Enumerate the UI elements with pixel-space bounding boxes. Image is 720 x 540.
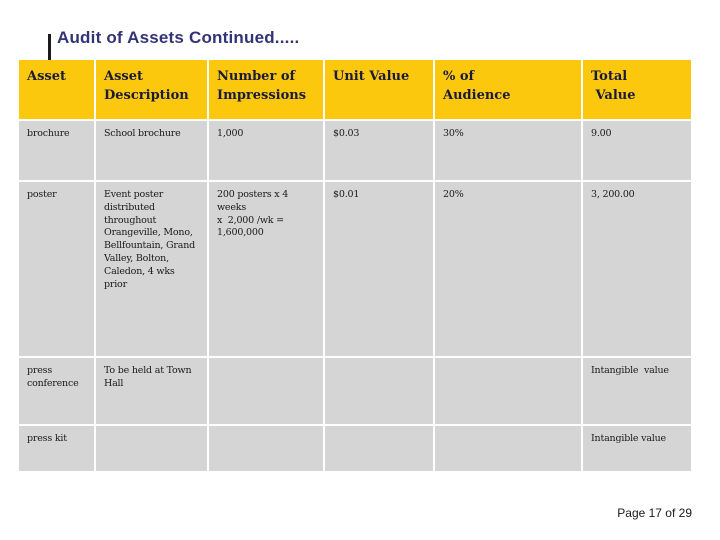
- column-header-unit-value: Unit Value: [325, 60, 433, 119]
- cell-total-value: 9.00: [583, 121, 691, 180]
- cell-unit-value: [325, 426, 433, 471]
- table-row-press-conference: press conference To be held at Town Hall…: [19, 358, 691, 424]
- cell-description: School brochure: [96, 121, 207, 180]
- cell-total-value: Intangible value: [583, 358, 691, 424]
- column-header-total-value: Total Value: [583, 60, 691, 119]
- cell-audience-pct: 30%: [435, 121, 581, 180]
- cell-total-value: Intangible value: [583, 426, 691, 471]
- cell-total-value: 3, 200.00: [583, 182, 691, 356]
- cell-description: Event poster distributed throughout Oran…: [96, 182, 207, 356]
- cell-description: To be held at Town Hall: [96, 358, 207, 424]
- cell-unit-value: [325, 358, 433, 424]
- page-number: Page 17 of 29: [617, 506, 692, 520]
- cell-audience-pct: [435, 358, 581, 424]
- cell-description: [96, 426, 207, 471]
- title-row: Audit of Assets Continued.....: [48, 28, 299, 62]
- cell-impressions: [209, 426, 323, 471]
- column-header-percent-of-audience: % of Audience: [435, 60, 581, 119]
- page-title: Audit of Assets Continued.....: [57, 28, 300, 47]
- title-accent-bar: [48, 34, 51, 62]
- cell-asset: press conference: [19, 358, 94, 424]
- cell-impressions: [209, 358, 323, 424]
- cell-unit-value: $0.01: [325, 182, 433, 356]
- column-header-asset: Asset: [19, 60, 94, 119]
- table-header-row: Asset Asset Description Number of Impres…: [19, 60, 691, 119]
- cell-audience-pct: 20%: [435, 182, 581, 356]
- cell-impressions: 1,000: [209, 121, 323, 180]
- column-header-asset-description: Asset Description: [96, 60, 207, 119]
- table-row-poster: poster Event poster distributed througho…: [19, 182, 691, 356]
- column-header-number-of-impressions: Number of Impressions: [209, 60, 323, 119]
- cell-audience-pct: [435, 426, 581, 471]
- cell-asset: press kit: [19, 426, 94, 471]
- cell-asset: poster: [19, 182, 94, 356]
- cell-impressions: 200 posters x 4 weeks x 2,000 /wk = 1,60…: [209, 182, 323, 356]
- cell-asset: brochure: [19, 121, 94, 180]
- table-row-brochure: brochure School brochure 1,000 $0.03 30%…: [19, 121, 691, 180]
- assets-table: Asset Asset Description Number of Impres…: [17, 58, 693, 473]
- cell-unit-value: $0.03: [325, 121, 433, 180]
- table-row-press-kit: press kit Intangible value: [19, 426, 691, 471]
